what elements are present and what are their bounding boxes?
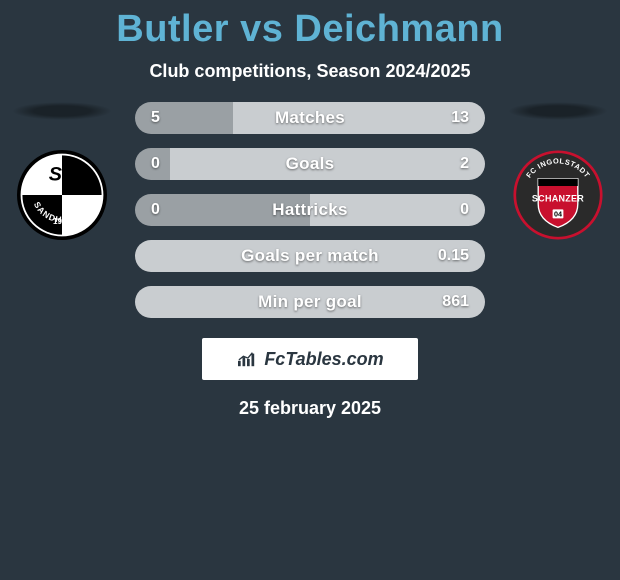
stat-label: Min per goal <box>135 292 485 312</box>
stat-right-value: 0.15 <box>438 247 469 265</box>
stats-column: 5Matches130Goals20Hattricks0Goals per ma… <box>135 102 485 318</box>
stat-right-value: 13 <box>439 109 469 127</box>
svg-text:SCHANZER: SCHANZER <box>532 193 584 203</box>
stat-label: Goals per match <box>135 246 485 266</box>
subtitle: Club competitions, Season 2024/2025 <box>0 61 620 82</box>
date-text: 25 february 2025 <box>0 398 620 419</box>
infographic-container: Butler vs Deichmann Club competitions, S… <box>0 0 620 419</box>
stat-label: Matches <box>135 108 485 128</box>
stat-right-value: 0 <box>439 201 469 219</box>
brand-text: FcTables.com <box>264 349 383 370</box>
stat-bar: Min per goal861 <box>135 286 485 318</box>
stat-label: Goals <box>135 154 485 174</box>
stat-bar: Goals per match0.15 <box>135 240 485 272</box>
right-team-col: FC INGOLSTADT SCHANZER 04 <box>503 102 613 240</box>
brand-badge: FcTables.com <box>202 338 418 380</box>
stat-bar: 0Hattricks0 <box>135 194 485 226</box>
left-team-col: SV SANDHAUSEN 1916 <box>7 102 117 240</box>
stat-right-value: 861 <box>439 293 469 311</box>
stat-right-value: 2 <box>439 155 469 173</box>
svg-text:1916: 1916 <box>53 217 71 226</box>
shadow-ellipse <box>508 102 608 120</box>
stat-bar: 0Goals2 <box>135 148 485 180</box>
sandhausen-crest-icon: SV SANDHAUSEN 1916 <box>17 150 107 240</box>
svg-text:04: 04 <box>554 210 562 219</box>
content-row: SV SANDHAUSEN 1916 5Matches130Goals20Hat… <box>0 102 620 318</box>
stat-bar: 5Matches13 <box>135 102 485 134</box>
bar-chart-icon <box>236 350 258 368</box>
svg-text:SV: SV <box>49 164 77 186</box>
shadow-ellipse <box>12 102 112 120</box>
page-title: Butler vs Deichmann <box>0 8 620 51</box>
ingolstadt-crest-icon: FC INGOLSTADT SCHANZER 04 <box>513 150 603 240</box>
stat-label: Hattricks <box>135 200 485 220</box>
